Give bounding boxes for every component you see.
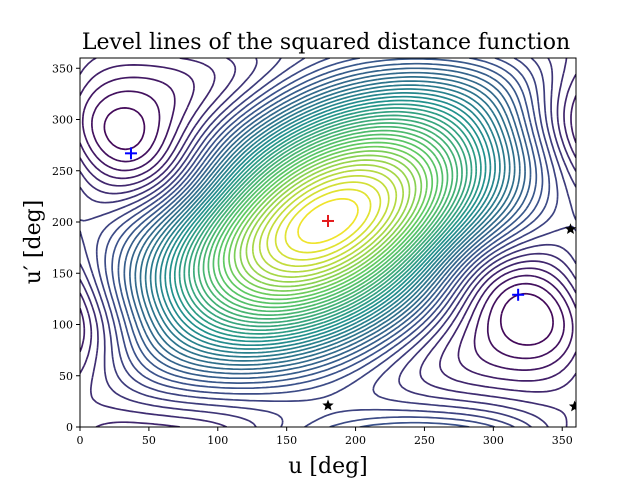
contour-level bbox=[169, 99, 487, 343]
contour-level bbox=[80, 58, 576, 427]
contour-level bbox=[266, 174, 390, 268]
contour-level bbox=[207, 129, 449, 313]
contour-level bbox=[239, 154, 417, 288]
saddle-marker bbox=[568, 400, 576, 412]
contour-level bbox=[297, 198, 359, 245]
y-tick-label: 300 bbox=[52, 114, 73, 127]
y-tick-label: 100 bbox=[52, 319, 73, 332]
contour-level bbox=[164, 95, 492, 347]
contour-level bbox=[149, 84, 506, 358]
y-tick-label: 50 bbox=[59, 370, 73, 383]
contour-level bbox=[245, 159, 411, 283]
contour-level bbox=[129, 67, 526, 375]
contour-level bbox=[228, 145, 428, 297]
y-tick-label: 150 bbox=[52, 267, 73, 280]
x-tick-label: 300 bbox=[483, 434, 504, 447]
contour-level bbox=[197, 122, 459, 320]
maximum-marker bbox=[322, 214, 334, 227]
contour-level bbox=[188, 114, 468, 328]
contour-lines bbox=[80, 58, 576, 427]
contour-level bbox=[134, 71, 521, 371]
critical-point-markers bbox=[124, 147, 576, 412]
contour-level bbox=[183, 110, 473, 332]
contour-level bbox=[159, 92, 496, 350]
contour-level bbox=[80, 64, 576, 382]
chart-title: Level lines of the squared distance func… bbox=[82, 30, 570, 55]
y-tick-label: 350 bbox=[52, 62, 73, 75]
contour-level bbox=[91, 90, 565, 360]
x-tick-label: 100 bbox=[207, 434, 228, 447]
contour-level bbox=[123, 62, 532, 380]
x-tick-label: 50 bbox=[142, 434, 156, 447]
contour-level bbox=[212, 133, 444, 309]
contour-level bbox=[217, 137, 439, 305]
x-tick-label: 0 bbox=[77, 434, 84, 447]
y-axis-label: u′ [deg] bbox=[21, 200, 46, 285]
contour-level bbox=[139, 76, 516, 366]
saddle-marker bbox=[322, 399, 334, 411]
x-tick-label: 250 bbox=[414, 434, 435, 447]
x-axis-label: u [deg] bbox=[288, 454, 368, 479]
contour-level bbox=[95, 58, 559, 427]
contour-level bbox=[233, 150, 423, 292]
y-tick-label: 0 bbox=[66, 421, 73, 434]
contour-level bbox=[178, 107, 478, 335]
y-tick-label: 200 bbox=[52, 216, 73, 229]
y-tick-label: 250 bbox=[52, 165, 73, 178]
contour-level bbox=[202, 125, 454, 316]
minimum-marker bbox=[512, 288, 525, 301]
contour-level bbox=[80, 58, 576, 427]
contour-level bbox=[284, 188, 372, 254]
x-tick-label: 150 bbox=[276, 434, 297, 447]
contour-level bbox=[173, 103, 482, 339]
contour-level bbox=[144, 80, 511, 362]
contour-level bbox=[154, 88, 501, 354]
contour-level bbox=[251, 164, 405, 278]
contour-level bbox=[222, 141, 434, 301]
contour-level bbox=[274, 181, 382, 261]
contour-level bbox=[111, 58, 544, 427]
contour-level bbox=[117, 58, 538, 384]
contour-level bbox=[258, 169, 398, 273]
y-axis-ticks: 0 50 100 150 200 250 300 350 bbox=[52, 62, 80, 434]
contour-level bbox=[192, 118, 463, 324]
contour-level bbox=[80, 58, 576, 427]
minimum-marker bbox=[124, 147, 137, 160]
x-axis-ticks: 0 50 100 150 200 250 300 350 bbox=[77, 427, 573, 447]
x-tick-label: 200 bbox=[345, 434, 366, 447]
saddle-marker bbox=[564, 223, 576, 234]
contour-level bbox=[81, 76, 574, 371]
plot-frame bbox=[79, 57, 577, 428]
x-tick-label: 350 bbox=[552, 434, 573, 447]
contour-level bbox=[103, 107, 554, 346]
